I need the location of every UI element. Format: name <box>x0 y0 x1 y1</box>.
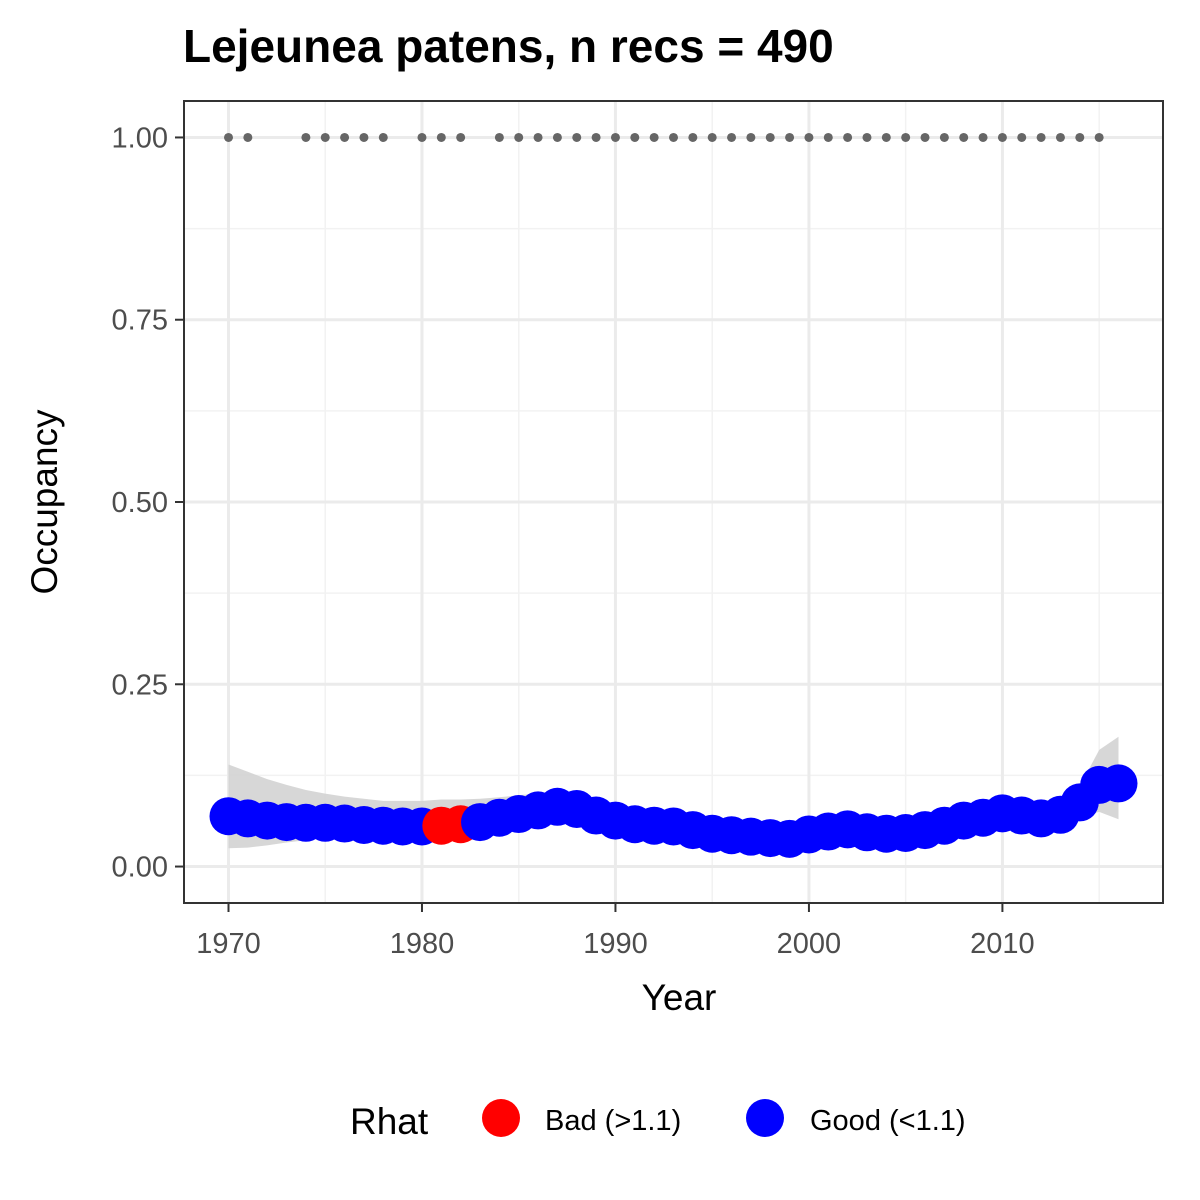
y-tick-label: 0.50 <box>112 487 168 519</box>
record-point <box>224 132 233 142</box>
legend-title: Rhat <box>350 1101 429 1142</box>
record-point <box>765 132 775 142</box>
record-point <box>669 132 678 142</box>
record-point <box>823 132 833 142</box>
record-point <box>901 132 911 142</box>
record-point <box>881 132 891 142</box>
record-point <box>301 132 311 142</box>
record-point <box>727 132 737 142</box>
record-point <box>1075 132 1085 142</box>
record-point <box>436 132 446 142</box>
chart-title: Lejeunea patens, n recs = 490 <box>183 20 834 72</box>
x-tick-label: 2000 <box>777 928 842 960</box>
x-tick-label: 1990 <box>583 928 648 960</box>
record-point <box>688 132 698 142</box>
y-tick-label: 1.00 <box>112 122 168 154</box>
legend-label-bad: Bad (>1.1) <box>545 1105 681 1137</box>
x-tick-label: 1970 <box>196 928 261 960</box>
record-point <box>1094 132 1104 142</box>
record-point <box>1036 132 1046 142</box>
record-point <box>804 132 814 142</box>
record-point <box>378 132 388 142</box>
record-point <box>610 132 620 142</box>
record-point <box>1055 132 1065 142</box>
record-points <box>224 132 1104 142</box>
x-tick-label: 2010 <box>970 928 1035 960</box>
record-point <box>997 132 1007 142</box>
record-point <box>862 132 872 142</box>
y-tick-label: 0.75 <box>112 305 168 337</box>
record-point <box>707 132 717 142</box>
y-axis-title: Occupancy <box>24 409 65 595</box>
record-point <box>417 132 427 142</box>
record-point <box>494 132 504 142</box>
record-point <box>591 132 601 142</box>
record-point <box>572 132 582 142</box>
legend: Rhat Bad (>1.1) Good (<1.1) <box>350 1099 966 1142</box>
plot-panel <box>183 100 1164 904</box>
y-tick-label: 0.25 <box>112 669 168 701</box>
record-point <box>552 132 562 142</box>
legend-key-bad <box>482 1099 520 1137</box>
record-point <box>456 132 466 142</box>
record-point <box>243 132 253 142</box>
record-point <box>630 132 640 142</box>
x-axis-title: Year <box>642 977 717 1018</box>
record-point <box>746 132 756 142</box>
record-point <box>320 132 330 142</box>
y-tick-label: 0.00 <box>112 852 168 884</box>
record-point <box>340 132 350 142</box>
occupancy-points <box>209 764 1138 858</box>
y-axis: 0.00 0.25 0.50 0.75 1.00 <box>112 122 184 884</box>
occupancy-point-good <box>1099 764 1138 803</box>
record-point <box>359 132 369 142</box>
record-point <box>785 132 795 142</box>
record-point <box>843 132 853 142</box>
legend-label-good: Good (<1.1) <box>810 1105 966 1137</box>
x-axis: 1970 1980 1990 2000 2010 <box>196 903 1035 960</box>
record-point <box>939 132 949 142</box>
record-point <box>920 132 930 142</box>
record-point <box>1017 132 1027 142</box>
record-point <box>514 132 524 142</box>
legend-key-good <box>746 1099 784 1137</box>
record-point <box>959 132 969 142</box>
record-point <box>649 132 659 142</box>
record-point <box>533 132 543 142</box>
x-tick-label: 1980 <box>390 928 455 960</box>
record-point <box>978 132 988 142</box>
